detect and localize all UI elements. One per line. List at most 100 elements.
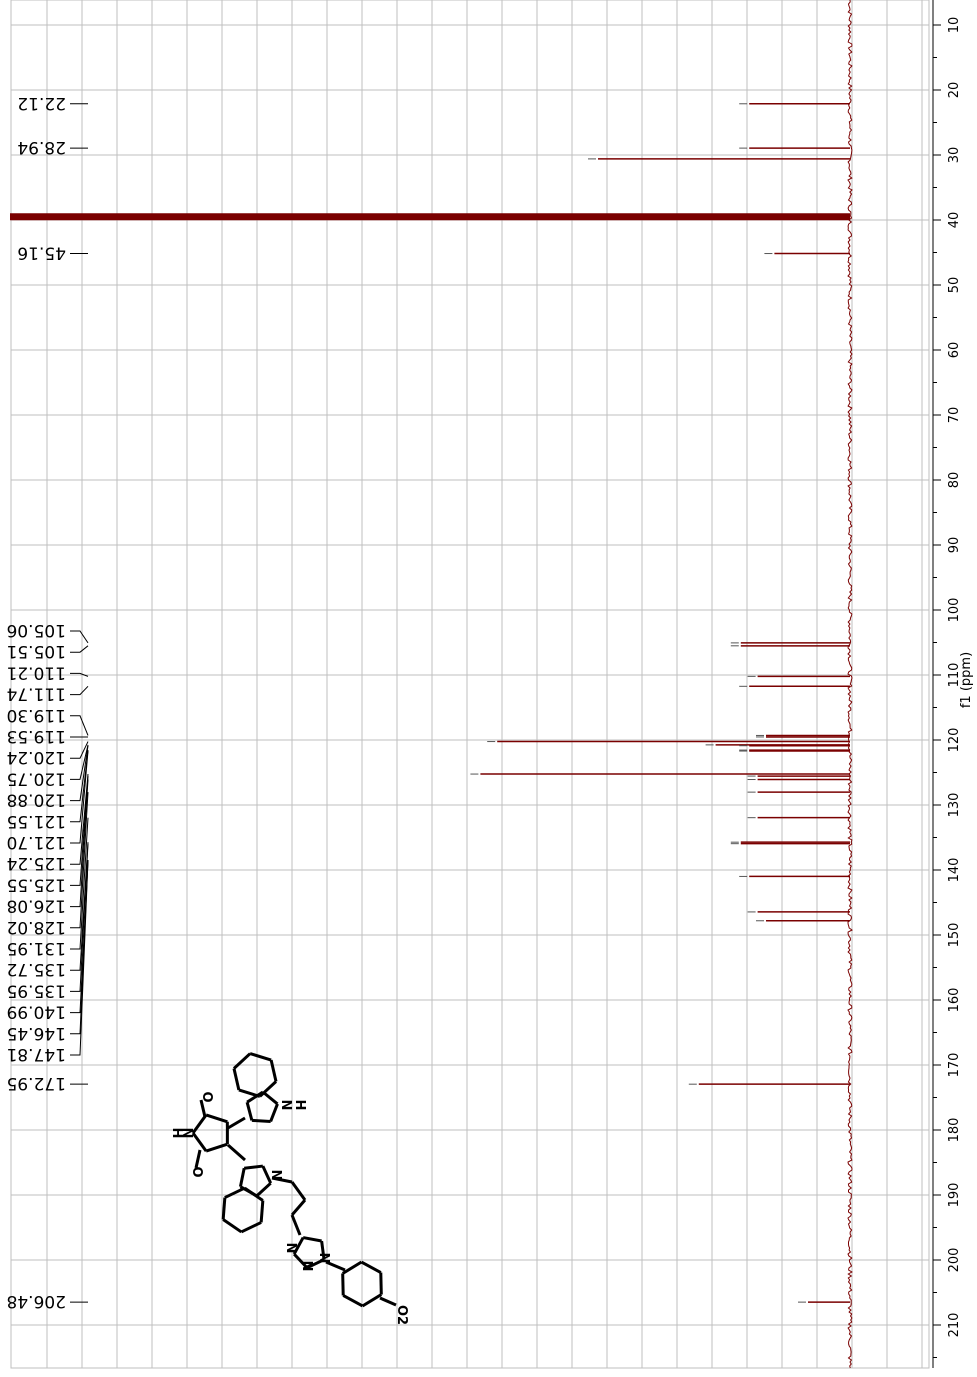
structure-bond [249,1052,272,1062]
axis-tick-label: 110 [947,663,962,688]
axis-tick-label: 130 [947,793,962,818]
peak-label: 105.06 [7,620,66,640]
structure-bond [341,1273,345,1296]
peak-label-leader [70,672,89,677]
peak-label: 111.74 [7,684,66,704]
structure-bond [194,1149,202,1169]
structure-bond [342,1294,364,1308]
structure-bond [205,1142,228,1153]
structure-bond [290,1199,307,1216]
axis-tick-label: 20 [947,82,962,99]
structure-bond [269,1103,279,1123]
structure-bond [261,1165,273,1184]
axis-tick-label: 150 [947,923,962,948]
structure-bond [360,1260,382,1274]
peak-label-leader [70,744,89,780]
axis-tick-label: 170 [947,1053,962,1078]
axis-tick-label: 50 [947,277,962,294]
axis-tick-label: 210 [947,1313,962,1338]
structure-atom-label: H [169,1128,184,1139]
peak-label: 45.16 [17,243,66,263]
peak-label: 140.99 [7,1002,66,1022]
peak-label-leader [70,630,89,644]
structure-bond [224,1186,246,1199]
peak-lines [10,103,850,1303]
plot-frame [10,0,930,1369]
peak-label: 121.55 [7,811,66,831]
structure-bond [191,1132,208,1152]
axis-tick-label: 90 [947,537,962,554]
structure-bond [361,1293,383,1308]
axis-tick-label: 180 [947,1118,962,1143]
axis-tick-label: 80 [947,472,962,489]
structure-bond [292,1236,305,1255]
structure-atom-label: O [189,1166,204,1177]
peak-label: 110.21 [7,662,66,682]
peak-label: 135.95 [7,980,66,1000]
structure-bond [379,1296,397,1307]
structure-bond [261,1090,279,1106]
structure-atom-label: N [299,1261,314,1272]
peak-label-leader [70,859,89,1056]
axis-tick-label: 190 [947,1183,962,1208]
structure-bond [325,1260,346,1272]
axis-tick-label: 30 [947,147,962,164]
structure-bond [269,1059,278,1082]
peak-label: 125.55 [7,874,66,894]
peak-label: 121.70 [7,832,66,852]
structure-bond [302,1236,322,1243]
peak-label: 120.24 [7,747,66,767]
axis-tick-label: 100 [947,598,962,623]
peak-label: 28.94 [17,137,66,157]
structure-bond [246,1090,264,1104]
structure-bond [341,1260,363,1275]
structure-atom-label: N [179,1128,194,1139]
peak-label: 131.95 [7,938,66,958]
peak-label-leader [70,776,89,886]
structure-atom-label: H [292,1100,307,1111]
structure-bond [320,1240,326,1260]
structure-bond [306,1258,325,1270]
grid-lines [10,0,930,1369]
structure-bond [271,1176,293,1184]
ppm-axis: 10 20 30 40 50 60 70 80 90 100 110 120 130 140 150 160 1… [932,0,962,1368]
peak-label: 119.53 [7,726,66,746]
axis-tick-label: 140 [947,858,962,883]
structure-bond [379,1272,383,1295]
structure-bond [232,1052,252,1070]
axis-title: f1 (ppm) [959,652,974,708]
axis-tick-label: 70 [947,407,962,424]
peak-label-leader [70,741,89,759]
structure-bond [255,1182,272,1198]
peak-label-leader [70,817,89,950]
structure-bond [191,1114,208,1134]
structure-atom-label: N [278,1100,293,1111]
structure-bond [243,1186,264,1202]
peak-label-leader [70,750,89,823]
structure-atom-label: N [283,1243,298,1254]
structure-bond [199,1099,207,1118]
peak-label-leader [70,779,89,908]
structure-bond [290,1181,307,1201]
structure-bond [245,1101,254,1121]
peak-label: 126.08 [7,896,66,916]
peak-label-annotations: 22.1228.9445.16105.06105.51110.21111.741… [7,93,89,1311]
peak-label: 120.88 [7,790,66,810]
peak-label: 125.24 [7,853,66,873]
structure-bond [293,1253,309,1269]
peak-label: 206.48 [7,1291,66,1311]
axis-tick-label: 200 [947,1248,962,1273]
structure-bond [244,1164,264,1170]
structure-bond [238,1167,246,1187]
peak-label-leader [70,751,89,844]
structure-atom-label: O2 [394,1305,409,1325]
structure-atom-label: N [316,1253,331,1264]
peak-label-leader [70,843,89,992]
structure-atom-label: N [268,1170,283,1181]
structure-bond [227,1143,246,1162]
axis-tick-label: 120 [947,728,962,753]
peak-label-leader [70,685,89,696]
baseline-noise [847,0,853,1369]
peak-label: 22.12 [17,93,66,113]
axis-tick-label: 160 [947,988,962,1013]
